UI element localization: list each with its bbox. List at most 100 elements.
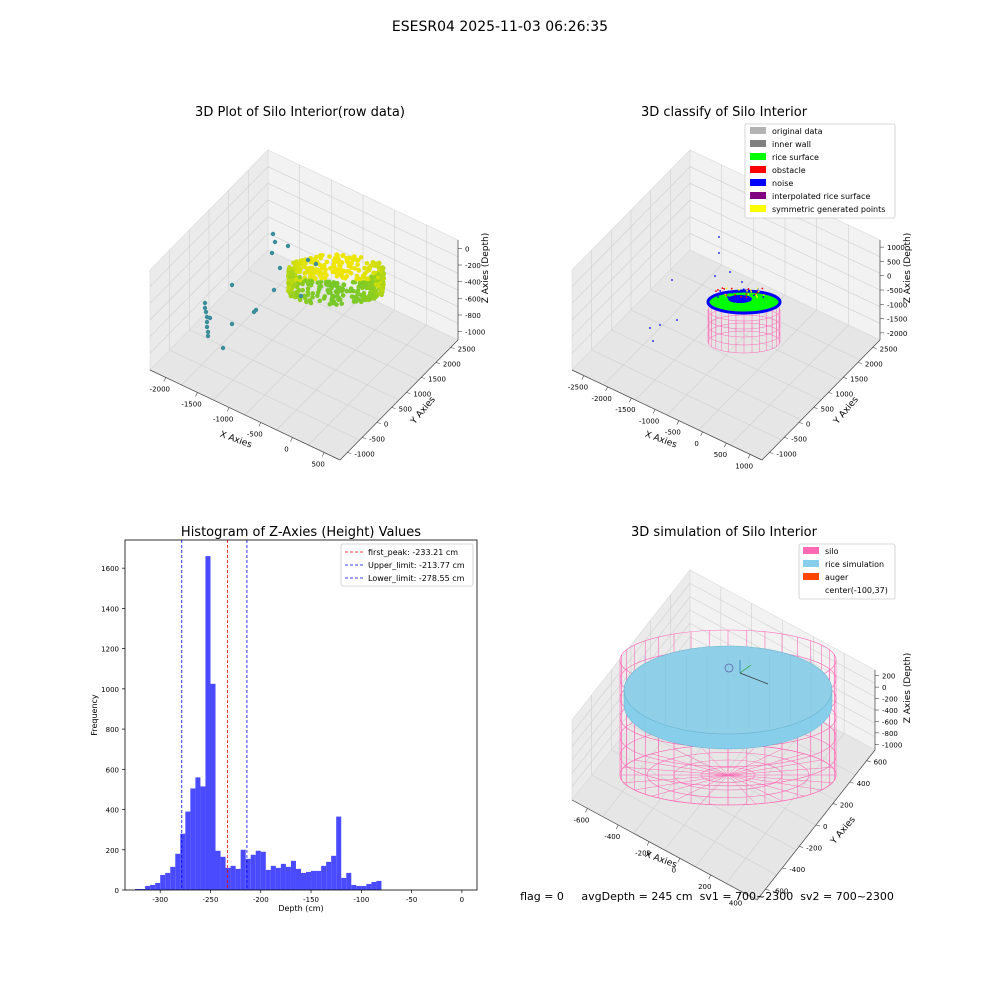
x-tick — [615, 824, 619, 830]
grid-line — [571, 583, 691, 734]
x-tick-label: -150 — [303, 896, 319, 904]
silo-floor-spoke — [623, 766, 729, 776]
raw-point — [229, 282, 235, 288]
x-tick-label: -250 — [203, 896, 219, 904]
legend-swatch — [750, 127, 766, 134]
y-tick — [843, 377, 848, 379]
histogram-legend: first_peak: -233.21 cm Upper_limit: -213.… — [340, 543, 474, 587]
x-tick-label: -600 — [573, 816, 589, 824]
x-tick-label: -400 — [604, 833, 620, 841]
raw-point — [372, 296, 377, 301]
histogram-bar — [245, 858, 251, 890]
y-tick — [815, 824, 821, 827]
y-tick-label: 1000 — [101, 686, 119, 694]
y-tick — [813, 407, 818, 409]
classified-point — [762, 296, 765, 298]
classified-point — [738, 288, 740, 291]
histogram-bar — [175, 853, 181, 890]
classified-point — [717, 289, 719, 291]
histogram-frame — [124, 539, 478, 891]
y-tick — [435, 362, 440, 364]
raw-point — [339, 301, 345, 306]
raw-point — [202, 300, 208, 306]
legend-swatch — [750, 153, 766, 160]
raw-point — [345, 260, 351, 265]
raw-point — [362, 281, 367, 286]
raw-point — [290, 293, 296, 298]
histogram-bar — [205, 556, 211, 890]
raw-point — [348, 271, 354, 276]
raw-data-ylabel: Y Axies — [409, 395, 438, 427]
raw-point — [300, 287, 305, 293]
raw-point — [205, 333, 211, 339]
x-tick-label: -500 — [665, 429, 681, 437]
noise-point — [676, 319, 678, 321]
histogram-bar — [265, 869, 271, 890]
y-tick-label: 0 — [806, 421, 810, 429]
raw-point — [322, 262, 327, 268]
raw-point — [304, 299, 309, 305]
y-tick — [376, 422, 381, 424]
raw-point — [324, 273, 329, 278]
raw-point — [302, 293, 307, 299]
legend-swatch — [750, 192, 766, 199]
raw-point — [313, 261, 319, 267]
raw-point — [315, 280, 321, 285]
raw-point — [365, 276, 371, 282]
y-tick — [784, 437, 789, 439]
histogram-bar — [376, 880, 382, 890]
grid-line — [169, 349, 360, 441]
y-tick-label: -600 — [772, 887, 788, 895]
classified-point — [727, 291, 730, 294]
raw-point — [287, 274, 293, 280]
raw-point — [305, 289, 311, 295]
histogram-bar — [306, 871, 312, 890]
silo-floor-spoke — [727, 774, 833, 784]
x-tick — [195, 392, 198, 397]
silo-floor-spoke — [673, 774, 729, 802]
classify-points — [649, 236, 782, 354]
legend-swatch — [750, 205, 766, 212]
y-tick — [765, 888, 770, 891]
raw-point — [277, 265, 283, 271]
raw-point — [372, 288, 377, 294]
histogram-y-ticks: 0 200 400 600 800 1000 1200 1400 1600 — [101, 565, 125, 895]
histogram-bar — [210, 683, 216, 890]
raw-data-axes-panes — [149, 149, 459, 461]
x-tick — [676, 420, 680, 425]
x-tick — [258, 422, 262, 427]
y-tick-label: 2000 — [865, 361, 883, 369]
x-tick-label: -100 — [353, 896, 369, 904]
z-tick-label: 0 — [887, 273, 891, 281]
silo-floor-spoke — [699, 745, 729, 776]
raw-point — [336, 258, 342, 264]
raw-point — [303, 261, 308, 266]
raw-point — [291, 283, 296, 289]
raw-point — [297, 274, 302, 280]
raw-point — [355, 262, 360, 267]
y-tick-label: 2000 — [443, 361, 461, 369]
legend-entry-label: rice simulation — [825, 560, 884, 569]
histogram-bar — [235, 868, 241, 890]
legend-swatch — [803, 547, 819, 554]
legend-entry-label: Lower_limit: -278.55 cm — [368, 574, 465, 583]
histogram-title: Histogram of Z-Axies (Height) Values — [181, 525, 421, 540]
y-tick-label: 1500 — [850, 376, 868, 384]
depth-histogram: Histogram of Z-Axies (Height) Values -30… — [90, 525, 478, 913]
y-tick-label: 0 — [823, 823, 827, 831]
x-tick — [652, 409, 656, 414]
raw-point — [286, 285, 292, 291]
raw-point — [291, 260, 296, 266]
raw-point — [355, 288, 361, 293]
raw-point — [220, 345, 226, 351]
raw-point — [349, 294, 355, 299]
histogram-bar — [220, 856, 226, 890]
raw-point — [378, 268, 383, 274]
x-tick — [724, 442, 727, 448]
classify-axes-panes — [571, 149, 881, 461]
raw-point — [355, 257, 361, 263]
z-tick-label: -400 — [882, 707, 898, 715]
grid-line — [591, 349, 782, 441]
noise-point — [649, 327, 651, 329]
raw-point — [344, 255, 349, 261]
